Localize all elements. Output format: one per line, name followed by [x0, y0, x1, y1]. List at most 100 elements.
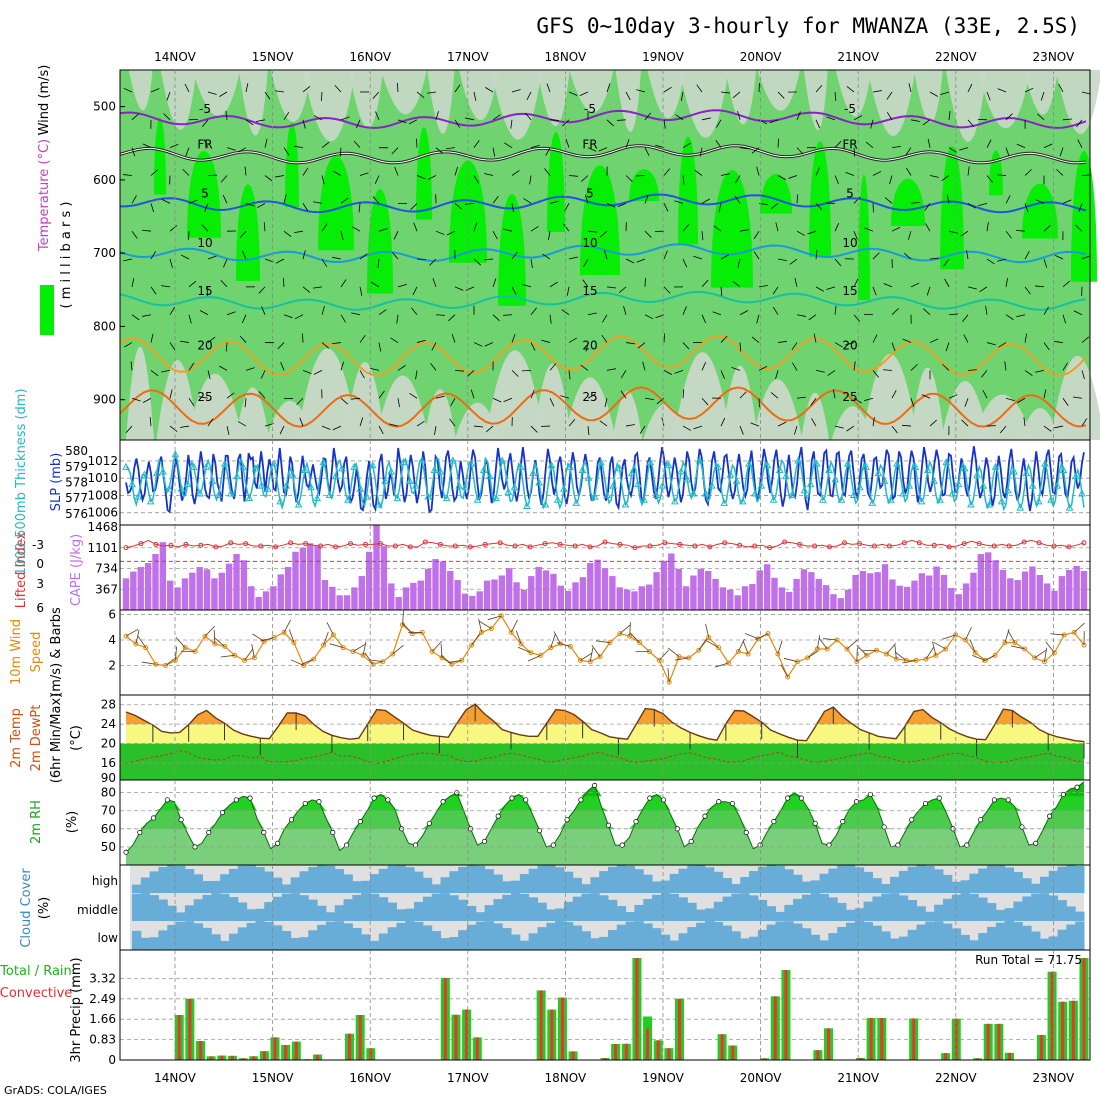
- cloud-cover-bar: [140, 877, 151, 893]
- wind10-barb: [141, 661, 156, 665]
- wind-barb: [986, 342, 996, 346]
- cloud-cover-bar: [273, 877, 283, 893]
- thickness-marker: [603, 491, 611, 499]
- thickness-marker: [880, 476, 889, 484]
- cape-bar: [196, 567, 203, 610]
- cloud-cover-bar: [898, 870, 909, 893]
- wind-barb: [302, 250, 306, 260]
- wind10-marker: [1012, 640, 1018, 646]
- thickness-marker: [714, 462, 722, 470]
- precip-convective-bar: [944, 1053, 948, 1060]
- cloud-cover-bar: [740, 893, 750, 921]
- wind-barb: [701, 397, 709, 406]
- wind-barb: [756, 314, 760, 324]
- wind-barb: [921, 394, 931, 399]
- cloud-cover-bar: [387, 927, 397, 950]
- wind-barb: [1035, 370, 1045, 373]
- cape-bar: [668, 553, 675, 610]
- wind-barb: [791, 342, 798, 351]
- wind-barb: [492, 230, 498, 240]
- wind10-barb: [925, 647, 934, 660]
- cloud-cover-bar: [713, 871, 724, 893]
- cape-bar: [1007, 578, 1014, 610]
- wind-barb: [294, 230, 304, 233]
- wind-barb: [602, 314, 608, 323]
- wind-barb: [492, 114, 501, 121]
- rh-legend-swatch: [40, 285, 54, 335]
- wind-barb: [355, 119, 361, 129]
- wind-barb: [446, 147, 456, 150]
- wind-barb: [796, 396, 806, 399]
- cape-bar: [542, 570, 550, 610]
- wind-barb: [391, 147, 399, 155]
- wind-barb: [675, 114, 684, 121]
- wind-barb: [720, 417, 726, 427]
- wind-barb: [655, 314, 665, 319]
- wind-barb: [568, 256, 578, 260]
- wind-barb: [777, 91, 785, 99]
- wind-barb: [924, 203, 931, 211]
- wind-barb: [264, 423, 274, 427]
- wind-barb: [484, 173, 494, 176]
- wind-barb: [796, 111, 801, 120]
- cape-bar: [1073, 565, 1080, 610]
- wind-barb: [625, 342, 635, 345]
- cape-bar: [896, 585, 903, 610]
- wind-barb: [945, 342, 950, 352]
- credit-label: GrADS: COLA/IGES: [4, 1084, 107, 1097]
- thickness-marker: [165, 484, 174, 492]
- wind-barb: [1017, 397, 1026, 404]
- lifted-marker: [901, 540, 907, 546]
- cloud-cover-bar: [299, 871, 309, 893]
- wind-barb: [510, 119, 513, 129]
- isotherm-label: 15: [842, 284, 857, 298]
- wind-barb: [886, 91, 893, 100]
- wind-barb: [587, 230, 597, 233]
- wind-barb: [604, 398, 608, 408]
- wind-barb: [450, 398, 456, 407]
- wind-barb: [435, 111, 439, 120]
- cape-bar: [822, 585, 830, 610]
- thickness-marker: [473, 495, 482, 503]
- rh2m-marker: [688, 838, 694, 845]
- wind10-barb: [440, 643, 443, 658]
- precip-convective-bar: [560, 997, 564, 1060]
- thickness-marker: [689, 489, 698, 497]
- thickness-marker: [831, 475, 840, 483]
- wind-barb: [907, 231, 912, 240]
- wind-barb: [978, 202, 988, 207]
- wind-barb: [870, 119, 874, 129]
- rh2m-marker: [798, 795, 804, 801]
- cloud-cover-bar: [987, 926, 997, 950]
- wind-barb: [845, 172, 855, 176]
- cloud-cover-bar: [563, 901, 574, 921]
- wind-barb: [758, 285, 768, 288]
- wind10-marker: [133, 641, 139, 647]
- temp-axis-label-1: 2m Temp: [9, 708, 24, 768]
- wind10-barb: [737, 638, 745, 652]
- rh2m-marker: [619, 842, 625, 848]
- cloud-cover-bar: [704, 921, 715, 950]
- lifted-marker: [1066, 544, 1072, 550]
- wind-barb: [1081, 418, 1088, 427]
- wind-barb: [644, 230, 652, 238]
- wind10-marker: [330, 632, 336, 638]
- wind-barb: [1081, 336, 1090, 343]
- cape-bar: [284, 567, 292, 610]
- wind-barb: [815, 203, 823, 211]
- wind-barb: [465, 202, 475, 205]
- wind-barb: [302, 119, 306, 129]
- cape-bar: [844, 589, 852, 610]
- cloud-cover-bar: [572, 877, 583, 893]
- wind-barb: [340, 279, 347, 288]
- wind10-marker: [281, 629, 287, 635]
- wind-barb: [542, 253, 551, 260]
- wind10-marker: [656, 657, 662, 663]
- thickness-marker: [671, 497, 679, 505]
- lifted-marker: [856, 541, 862, 547]
- thickness-marker: [405, 476, 414, 484]
- cape-bar: [520, 589, 528, 610]
- wind10-marker: [804, 655, 810, 661]
- rh2m-marker: [495, 813, 501, 819]
- cloud-cover-bar: [484, 905, 494, 921]
